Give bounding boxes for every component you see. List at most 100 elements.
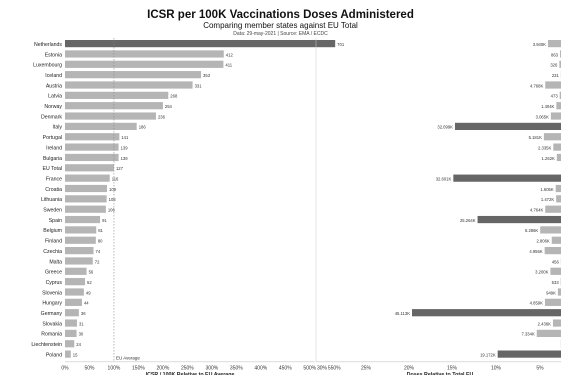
doses-value-label: 45.113K <box>395 311 410 316</box>
icsr-value-label: 30 <box>79 332 84 337</box>
icsr-value-label: 186 <box>139 125 147 130</box>
doses-bar <box>550 112 561 120</box>
icsr-value-label: 268 <box>170 94 178 99</box>
icsr-value-label: 106 <box>108 208 116 213</box>
doses-value-label: 32.601K <box>436 176 452 181</box>
icsr-value-label: 701 <box>337 42 345 47</box>
doses-bar <box>559 60 561 68</box>
left-x-tick: 200% <box>157 365 170 371</box>
country-label-left: Cyprus <box>46 280 63 286</box>
doses-bar <box>454 122 561 130</box>
doses-value-label: 2.436K <box>538 321 551 326</box>
icsr-bar <box>65 350 71 358</box>
country-label-left: Lithuania <box>41 197 62 203</box>
icsr-bar <box>65 91 169 99</box>
country-label-left: Germany <box>41 311 63 317</box>
doses-value-label: 231 <box>552 73 560 78</box>
doses-bar <box>556 195 561 203</box>
country-label-left: Liechtenstein <box>31 342 62 348</box>
doses-bar <box>453 174 561 182</box>
icsr-value-label: 254 <box>165 104 173 109</box>
country-label-left: Norway <box>44 104 62 110</box>
doses-bar <box>551 236 561 244</box>
doses-value-label: 32.099K <box>437 125 453 130</box>
icsr-value-label: 127 <box>116 166 124 171</box>
icsr-value-label: 139 <box>121 145 129 150</box>
icsr-value-label: 36 <box>81 311 86 316</box>
country-label-left: Belgium <box>43 228 62 234</box>
doses-bar <box>545 81 561 89</box>
icsr-value-label: 31 <box>79 321 84 326</box>
country-label-left: Netherlands <box>34 42 62 48</box>
doses-bar <box>497 350 561 358</box>
country-label-left: Slovakia <box>42 321 62 327</box>
left-x-tick: 250% <box>181 365 194 371</box>
doses-bar <box>550 267 561 275</box>
doses-value-label: 1.472K <box>541 197 554 202</box>
icsr-bar <box>65 278 86 286</box>
left-x-tick: 50% <box>84 365 95 371</box>
doses-value-label: 473 <box>551 94 559 99</box>
doses-value-label: 1.404K <box>541 104 554 109</box>
doses-bar <box>544 247 561 255</box>
right-x-axis-title: Doses Relative to Total EU <box>407 372 474 375</box>
country-label-left: Bulgaria <box>43 156 62 162</box>
country-label-left: Poland <box>46 352 62 358</box>
chart-subtitle: Comparing member states against EU Total <box>203 21 358 30</box>
country-label-left: Iceland <box>45 73 62 79</box>
icsr-value-label: 331 <box>195 83 203 88</box>
right-x-tick: 15% <box>447 365 458 371</box>
country-label-left: Sweden <box>43 208 62 214</box>
country-label-left: Croatia <box>45 187 62 193</box>
doses-value-label: 3.200K <box>535 270 548 275</box>
doses-bar <box>555 184 561 193</box>
icsr-value-label: 74 <box>96 249 101 254</box>
chart-title: ICSR per 100K Vaccinations Doses Adminis… <box>147 9 414 21</box>
right-x-tick: 10% <box>491 365 502 371</box>
icsr-bar <box>65 309 79 317</box>
eu-average-label: EU Average <box>116 355 140 360</box>
doses-bar <box>536 329 561 337</box>
icsr-bar <box>65 236 96 244</box>
doses-value-label: 863 <box>551 52 559 57</box>
icsr-bar <box>65 81 193 89</box>
doses-value-label: 4.768K <box>530 83 543 88</box>
doses-bar <box>552 319 561 327</box>
icsr-value-label: 52 <box>87 280 92 285</box>
left-x-tick: 300% <box>205 365 218 371</box>
icsr-value-label: 412 <box>226 52 234 57</box>
icsr-bar <box>65 143 119 151</box>
doses-bar <box>545 205 561 213</box>
doses-bar <box>557 288 561 296</box>
doses-value-label: 7.334K <box>521 332 534 337</box>
country-label-left: Portugal <box>43 135 62 141</box>
country-label-left: Luxembourg <box>33 63 62 69</box>
left-x-tick: 150% <box>132 365 145 371</box>
icsr-bar <box>65 319 77 327</box>
left-x-tick: 100% <box>108 365 121 371</box>
doses-bar <box>553 143 561 151</box>
icsr-value-label: 91 <box>102 218 107 223</box>
icsr-value-label: 411 <box>225 63 232 68</box>
icsr-value-label: 24 <box>76 342 81 347</box>
icsr-bar <box>65 257 93 265</box>
icsr-bar <box>65 298 82 306</box>
icsr-value-label: 353 <box>203 73 211 78</box>
right-x-tick: 30% <box>317 365 328 371</box>
icsr-bar <box>65 164 114 172</box>
right-x-tick: 25% <box>361 365 372 371</box>
icsr-bar <box>65 112 156 120</box>
country-label-left: Greece <box>45 270 62 276</box>
left-x-tick: 500% <box>303 365 316 371</box>
icsr-value-label: 116 <box>112 176 119 181</box>
icsr-value-label: 72 <box>95 259 100 264</box>
icsr-bar <box>65 226 97 234</box>
icsr-bar <box>65 174 110 182</box>
country-label-left: Latvia <box>48 94 62 100</box>
doses-value-label: 3.065K <box>536 114 549 119</box>
icsr-bar <box>65 195 107 203</box>
doses-value-label: 456 <box>552 259 560 264</box>
left-x-tick: 550% <box>328 365 341 371</box>
right-x-tick: 5% <box>536 365 544 371</box>
